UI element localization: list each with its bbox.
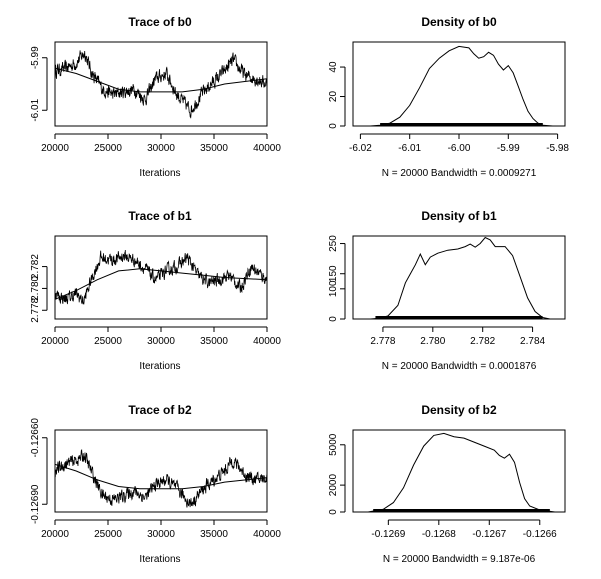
x-tick-label: 2.784 (520, 336, 545, 347)
y-tick-label: 0 (328, 123, 339, 129)
x-tick-label: -6.02 (349, 143, 372, 154)
x-axis-label: N = 20000 Bandwidth = 0.0001876 (382, 361, 537, 372)
x-tick-label: 40000 (253, 336, 281, 347)
panel-title: Trace of b1 (128, 209, 192, 223)
y-tick-label: 5000 (328, 433, 339, 456)
rug-marks (373, 509, 550, 512)
x-tick-label: -0.1267 (472, 529, 506, 540)
panel-density-of-b0: Density of b0 N = 20000 Bandwidth = 0.000… (328, 15, 569, 179)
panel-trace-of-b0: Trace of b0 Iterations 20000 25000 30000 3500… (30, 15, 281, 179)
plot-frame (352, 41, 566, 127)
x-tick-label: 40000 (253, 143, 281, 154)
y-tick-label: -6.01 (30, 98, 41, 121)
x-tick-label: -0.1268 (422, 529, 456, 540)
trend-line (55, 463, 267, 490)
trace-line (55, 50, 267, 119)
trace-line (55, 249, 267, 305)
y-tick-label: 40 (328, 61, 339, 73)
y-tick-label: 20 (328, 91, 339, 103)
y-tick-label: -5.99 (30, 46, 41, 69)
y-tick-label: 2000 (328, 474, 339, 497)
panel-title: Trace of b0 (128, 15, 192, 29)
panel-title: Density of b1 (421, 209, 497, 223)
y-tick-label: 150 (328, 265, 339, 282)
x-axis-label: Iterations (139, 361, 180, 372)
x-tick-label: -5.99 (497, 143, 520, 154)
y-tick-label: -0.12660 (30, 418, 41, 458)
x-tick-label: 25000 (94, 529, 122, 540)
x-tick-label: -6.01 (398, 143, 421, 154)
x-tick-label: 20000 (41, 143, 69, 154)
x-tick-label: 20000 (41, 336, 69, 347)
x-tick-label: -0.1266 (523, 529, 557, 540)
plot-frame (54, 429, 268, 513)
density-curve (370, 236, 551, 319)
x-axis-label: N = 20000 Bandwidth = 9.187e-06 (383, 554, 536, 565)
plot-frame (352, 429, 566, 513)
panel-density-of-b2: Density of b2 N = 20000 Bandwidth = 9.187… (328, 403, 566, 565)
density-curve (368, 432, 555, 512)
x-tick-label: -5.98 (546, 143, 569, 154)
trend-line (55, 268, 267, 300)
y-tick-label: 250 (328, 235, 339, 252)
x-tick-label: 2.782 (470, 336, 495, 347)
panel-trace-of-b2: Trace of b2 Iterations 20000 25000 30000 3500… (30, 403, 281, 565)
x-tick-label: 35000 (200, 143, 228, 154)
x-tick-label: 20000 (41, 529, 69, 540)
x-axis-label: Iterations (139, 554, 180, 565)
plot-frame (54, 235, 268, 320)
x-tick-label: 25000 (94, 336, 122, 347)
y-tick-label: 0 (328, 509, 339, 515)
x-tick-label: 35000 (200, 336, 228, 347)
x-tick-label: 35000 (200, 529, 228, 540)
panel-title: Density of b2 (421, 403, 497, 417)
y-tick-label: -0.12690 (30, 484, 41, 524)
panel-title: Density of b0 (421, 15, 497, 29)
density-curve (370, 45, 553, 126)
trend-line (55, 67, 267, 93)
y-tick-label: 2.782 (30, 254, 41, 279)
x-axis-label: N = 20000 Bandwidth = 0.0009271 (382, 168, 537, 179)
x-tick-label: -6.00 (448, 143, 471, 154)
x-tick-label: 2.778 (370, 336, 395, 347)
x-tick-label: 25000 (94, 143, 122, 154)
y-tick-label: 2.780 (30, 275, 41, 300)
panel-title: Trace of b2 (128, 403, 192, 417)
trace-line (55, 448, 267, 508)
rug-marks (380, 123, 543, 126)
y-tick-label: 100 (328, 280, 339, 297)
x-tick-label: 30000 (147, 529, 175, 540)
x-tick-label: -0.1269 (371, 529, 405, 540)
x-tick-label: 2.780 (420, 336, 445, 347)
x-tick-label: 30000 (147, 143, 175, 154)
rug-marks (375, 316, 543, 319)
x-axis-label: Iterations (139, 168, 180, 179)
y-tick-label: 2.778 (30, 297, 41, 322)
y-tick-label: 0 (328, 316, 339, 322)
panel-trace-of-b1: Trace of b1 Iterations 20000 25000 30000 3500… (30, 209, 281, 372)
x-tick-label: 30000 (147, 336, 175, 347)
x-tick-label: 40000 (253, 529, 281, 540)
panel-density-of-b1: Density of b1 N = 20000 Bandwidth = 0.000… (328, 209, 566, 372)
